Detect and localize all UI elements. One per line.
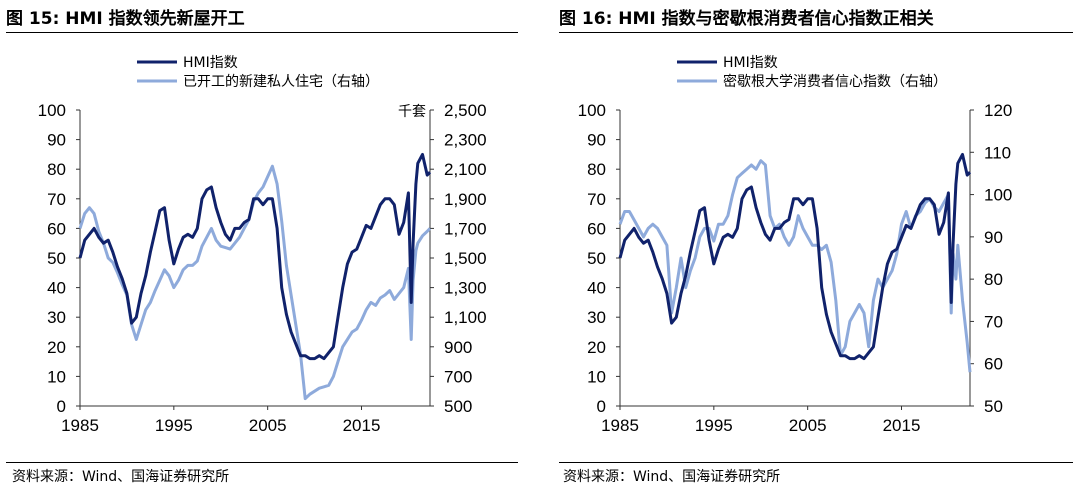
source-note-left: 资料来源：Wind、国海证券研究所	[12, 469, 230, 485]
y-tick-label-right: 60	[984, 355, 1003, 374]
legend-label: 已开工的新建私人住宅（右轴）	[183, 74, 379, 90]
y-tick-label-left: 70	[587, 190, 606, 209]
x-tick-label: 1995	[155, 416, 193, 435]
chart-hmi-vs-housing-starts: 0 10 20 30 40 50 60 70 80 90 100 500 700 900 1,100 1,30…	[38, 55, 487, 435]
y-tick-label-right: 900	[444, 338, 472, 357]
y-tick-label-left: 90	[47, 131, 66, 150]
y-tick-label-left: 100	[38, 101, 66, 120]
y-tick-label-right: 80	[984, 270, 1003, 289]
x-tick-label: 1985	[61, 416, 99, 435]
top-rule-right	[559, 32, 1073, 33]
chart-title-right: 图 16: HMI 指数与密歇根消费者信心指数正相关	[559, 9, 934, 29]
x-tick-label: 2005	[249, 416, 287, 435]
y-tick-label-right: 2,100	[444, 160, 487, 179]
y-tick-label-left: 60	[47, 219, 66, 238]
y-tick-label-left: 10	[47, 367, 66, 386]
y-tick-label-left: 100	[578, 101, 606, 120]
y-tick-label-left: 30	[47, 308, 66, 327]
bottom-rule-right	[559, 462, 1073, 463]
y-tick-label-left: 50	[587, 249, 606, 268]
right-axis-unit: 千套	[398, 104, 426, 120]
y-tick-label-left: 90	[587, 131, 606, 150]
y-tick-label-right: 1,500	[444, 249, 487, 268]
y-tick-label-left: 10	[587, 367, 606, 386]
x-tick-label: 1995	[695, 416, 733, 435]
chart-title-left: 图 15: HMI 指数领先新屋开工	[6, 9, 245, 29]
x-tick-label: 1985	[601, 416, 639, 435]
y-tick-label-left: 0	[57, 397, 66, 416]
y-tick-label-right: 50	[984, 397, 1003, 416]
series-line-hmi	[78, 152, 432, 361]
y-tick-label-right: 2,500	[444, 101, 487, 120]
series-line-secondary	[78, 164, 432, 401]
y-tick-label-right: 2,300	[444, 131, 487, 150]
source-note-right: 资料来源：Wind、国海证券研究所	[563, 469, 781, 485]
top-rule-left	[6, 32, 518, 33]
y-tick-label-left: 70	[47, 190, 66, 209]
y-tick-label-right: 120	[984, 101, 1012, 120]
y-tick-label-right: 1,700	[444, 219, 487, 238]
y-tick-label-right: 1,100	[444, 308, 487, 327]
y-tick-label-left: 20	[47, 338, 66, 357]
y-tick-label-right: 90	[984, 228, 1003, 247]
y-tick-label-left: 50	[47, 249, 66, 268]
y-tick-label-right: 1,300	[444, 279, 487, 298]
y-tick-label-right: 70	[984, 312, 1003, 331]
y-tick-label-right: 100	[984, 186, 1012, 205]
x-tick-label: 2015	[883, 416, 921, 435]
legend-label: HMI指数	[183, 55, 238, 71]
legend-label: HMI指数	[723, 55, 778, 71]
y-tick-label-left: 60	[587, 219, 606, 238]
y-tick-label-left: 30	[587, 308, 606, 327]
x-tick-label: 2005	[789, 416, 827, 435]
series-line-secondary	[618, 159, 972, 373]
y-tick-label-left: 80	[587, 160, 606, 179]
series-line-hmi	[618, 152, 972, 361]
x-tick-label: 2015	[343, 416, 381, 435]
y-tick-label-left: 0	[597, 397, 606, 416]
y-tick-label-right: 110	[984, 143, 1011, 162]
y-tick-label-right: 700	[444, 367, 472, 386]
y-tick-label-right: 500	[444, 397, 472, 416]
y-tick-label-left: 40	[47, 279, 66, 298]
bottom-rule-left	[6, 462, 518, 463]
y-tick-label-left: 80	[47, 160, 66, 179]
legend-label: 密歇根大学消费者信心指数（右轴）	[723, 73, 947, 90]
y-tick-label-left: 40	[587, 279, 606, 298]
chart-hmi-vs-michigan-sentiment: 0 10 20 30 40 50 60 70 80 90 100 50 60 70 80 90 100 110 12…	[578, 55, 1013, 435]
y-tick-label-left: 20	[587, 338, 606, 357]
y-tick-label-right: 1,900	[444, 190, 487, 209]
